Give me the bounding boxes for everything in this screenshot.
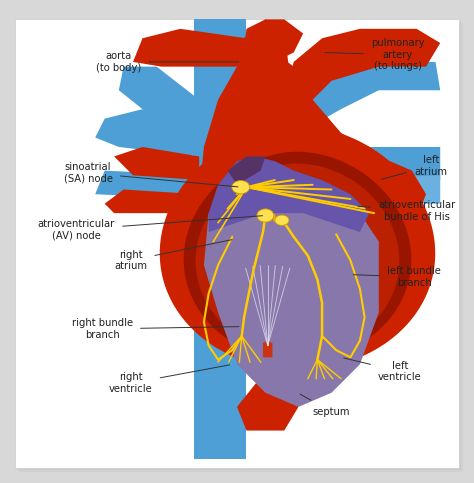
Text: septum: septum	[300, 394, 350, 417]
Polygon shape	[133, 29, 246, 67]
Text: left
atrium: left atrium	[382, 155, 447, 179]
Text: left
ventricle: left ventricle	[344, 358, 422, 382]
Polygon shape	[105, 189, 199, 213]
Text: right bundle
branch: right bundle branch	[72, 318, 239, 340]
Text: right
atrium: right atrium	[114, 240, 232, 271]
Text: atrioventricular
bundle of His: atrioventricular bundle of His	[358, 200, 455, 222]
Polygon shape	[246, 62, 440, 161]
Text: atrioventricular
(AV) node: atrioventricular (AV) node	[38, 216, 263, 241]
Polygon shape	[308, 175, 440, 204]
Polygon shape	[263, 341, 273, 357]
Ellipse shape	[257, 209, 274, 222]
Ellipse shape	[275, 215, 289, 226]
Text: left bundle
branch: left bundle branch	[353, 266, 441, 288]
Polygon shape	[119, 67, 199, 138]
Polygon shape	[228, 19, 303, 62]
Ellipse shape	[232, 181, 250, 194]
Polygon shape	[194, 19, 246, 459]
Polygon shape	[284, 128, 440, 180]
Polygon shape	[237, 19, 294, 123]
Polygon shape	[160, 126, 435, 369]
Polygon shape	[184, 152, 411, 360]
Text: sinoatrial
(SA) node: sinoatrial (SA) node	[64, 162, 238, 187]
Text: pulmonary
artery
(to lungs): pulmonary artery (to lungs)	[325, 38, 425, 71]
FancyBboxPatch shape	[18, 23, 463, 472]
Polygon shape	[196, 164, 400, 353]
Polygon shape	[237, 384, 299, 430]
Polygon shape	[204, 185, 379, 407]
Polygon shape	[209, 156, 369, 232]
Text: aorta
(to body): aorta (to body)	[96, 51, 239, 73]
FancyBboxPatch shape	[17, 21, 461, 470]
Text: right
ventricle: right ventricle	[109, 365, 229, 394]
Polygon shape	[199, 53, 426, 232]
Polygon shape	[284, 29, 440, 109]
FancyBboxPatch shape	[15, 19, 459, 469]
Polygon shape	[95, 170, 199, 199]
Polygon shape	[114, 147, 199, 180]
Polygon shape	[95, 109, 199, 156]
Polygon shape	[228, 156, 265, 185]
